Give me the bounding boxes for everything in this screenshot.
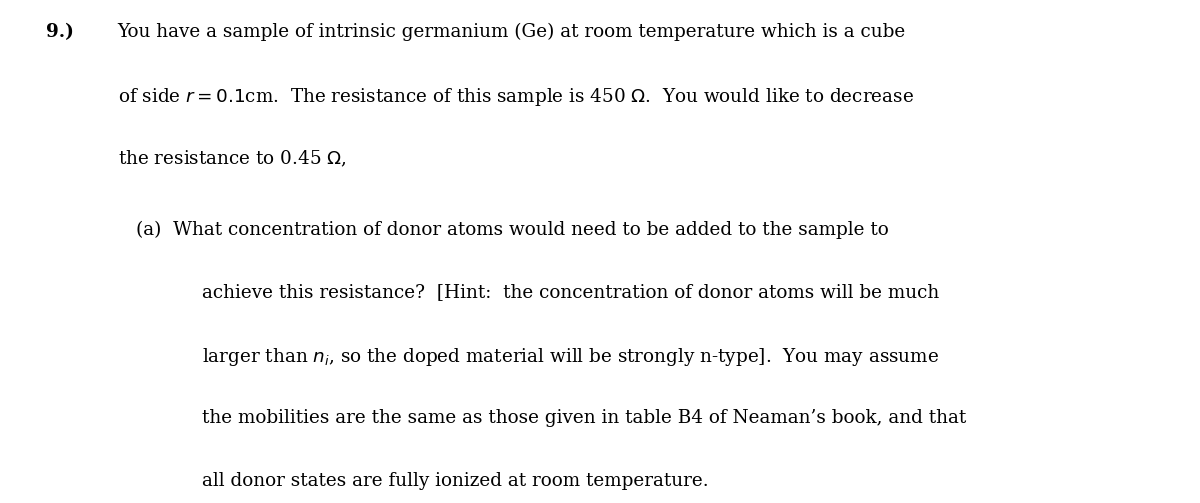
Text: larger than $n_i$, so the doped material will be strongly n-type].  You may assu: larger than $n_i$, so the doped material… xyxy=(202,346,938,368)
Text: (a)  What concentration of donor atoms would need to be added to the sample to: (a) What concentration of donor atoms wo… xyxy=(136,220,888,238)
Text: achieve this resistance?  [Hint:  the concentration of donor atoms will be much: achieve this resistance? [Hint: the conc… xyxy=(202,283,938,301)
Text: 9.): 9.) xyxy=(46,23,73,41)
Text: the resistance to 0.45 $\Omega$,: the resistance to 0.45 $\Omega$, xyxy=(118,148,346,169)
Text: of side $r = 0.1$cm.  The resistance of this sample is 450 $\Omega$.  You would : of side $r = 0.1$cm. The resistance of t… xyxy=(118,86,913,108)
Text: all donor states are fully ionized at room temperature.: all donor states are fully ionized at ro… xyxy=(202,472,708,490)
Text: the mobilities are the same as those given in table B4 of Neaman’s book, and tha: the mobilities are the same as those giv… xyxy=(202,409,966,427)
Text: You have a sample of intrinsic germanium (Ge) at room temperature which is a cub: You have a sample of intrinsic germanium… xyxy=(118,23,906,41)
